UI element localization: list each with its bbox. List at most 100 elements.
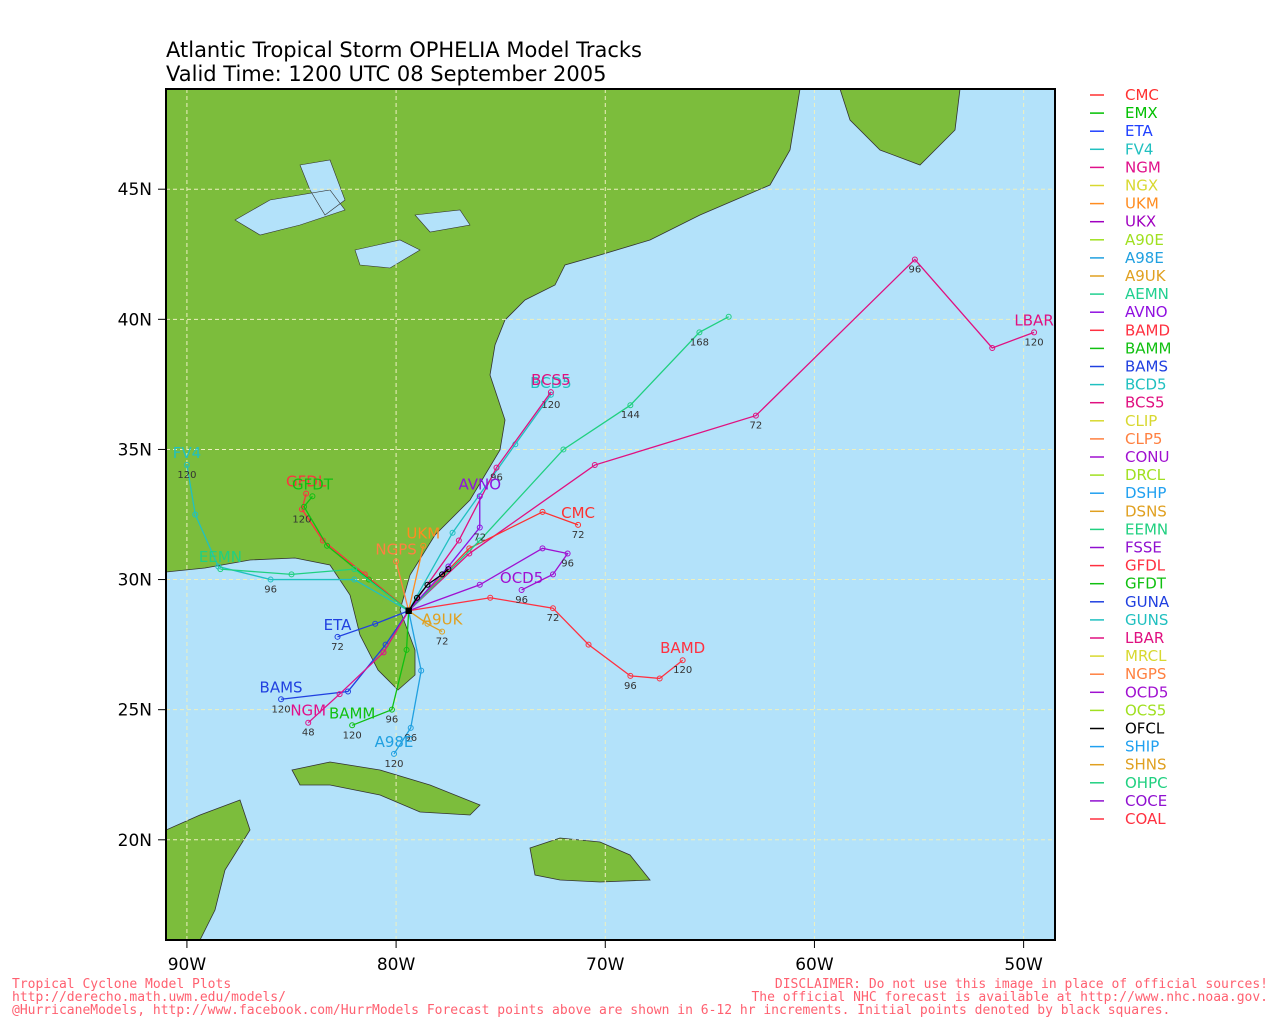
track [408, 547, 569, 612]
track [408, 316, 729, 612]
track-point [388, 706, 395, 713]
track [408, 597, 684, 680]
track-point [493, 464, 500, 471]
track-point [549, 605, 556, 612]
y-tick-label: 40N [118, 310, 152, 330]
legend-label: EEMN [1125, 520, 1168, 538]
legend-label: LBAR [1125, 629, 1164, 647]
track-point [301, 503, 308, 510]
legend-label: GUNS [1125, 611, 1168, 629]
hour-label: 48 [302, 728, 315, 739]
footer-right: DISCLAIMER: Do not use this image in pla… [775, 977, 1268, 992]
frame [165, 88, 1056, 941]
track-label: NGM [290, 702, 326, 720]
hour-label: 72 [436, 637, 449, 648]
legend-label: FSSE [1125, 539, 1162, 557]
y-tick-label: 35N [118, 440, 152, 460]
track [408, 511, 579, 612]
hour-label: 72 [750, 421, 763, 432]
track-point [267, 576, 274, 583]
track-label: BAMM [329, 704, 375, 722]
track-label: GFDL [286, 473, 327, 491]
track-point [391, 750, 398, 757]
track-label: AVNO [458, 475, 501, 493]
footer-left: http://derecho.math.uwm.edu/models/ [12, 990, 286, 1005]
hour-label: 72 [547, 613, 560, 624]
legend-label: OFCL [1125, 720, 1165, 738]
track-point [627, 402, 634, 409]
track-point [217, 566, 224, 573]
track-point [560, 446, 567, 453]
track-point [476, 493, 483, 500]
legend-label: CLP5 [1125, 430, 1162, 448]
track-point [344, 688, 351, 695]
legend-label: BCS5 [1125, 394, 1165, 412]
hour-label: 120 [1025, 337, 1044, 348]
track-point [591, 462, 598, 469]
legend-label: BAMM [1125, 339, 1171, 357]
track-label: GFDT [292, 475, 334, 493]
track-point [549, 571, 556, 578]
track-point [403, 646, 410, 653]
y-tick-label: 45N [118, 180, 152, 200]
hour-label: 120 [272, 704, 291, 715]
hour-label: 96 [404, 733, 417, 744]
track-point [476, 537, 483, 544]
track-point [183, 462, 190, 469]
overlay: 72 96 120 LBAR 72 96 120 BAMD 72 CMC 120 BCD5 96 BCS5… [166, 89, 1055, 940]
track-label: BCD5 [530, 374, 572, 392]
track-label: UKM [406, 525, 440, 543]
track-point [696, 329, 703, 336]
legend-label: OCS5 [1125, 701, 1166, 719]
x-tick-label: 80W [377, 955, 416, 975]
track-label: BAMD [660, 639, 705, 657]
track-point [424, 620, 431, 627]
track-point [439, 628, 446, 635]
y-tick-label: 20N [118, 831, 152, 851]
track-point [288, 571, 295, 578]
footer-left: Tropical Cyclone Model Plots [12, 977, 231, 992]
legend-label: AEMN [1125, 285, 1169, 303]
hour-label: 144 [621, 410, 640, 421]
track-point [564, 550, 571, 557]
legend-label: OHPC [1125, 774, 1168, 792]
track-point [1031, 329, 1038, 336]
track-label: EEMN [199, 548, 242, 566]
track-label: BAMS [260, 678, 303, 696]
legend-label: CONU [1125, 448, 1169, 466]
track [307, 610, 410, 724]
legend-label: SHNS [1125, 756, 1167, 774]
track-point [487, 594, 494, 601]
initial-point [405, 607, 412, 614]
legend-label: UKM [1125, 195, 1159, 213]
track-point [679, 657, 686, 664]
track-point [349, 722, 356, 729]
track-point [380, 649, 387, 656]
track-point [324, 542, 331, 549]
footer-right: The official NHC forecast is available a… [751, 990, 1268, 1005]
track [395, 561, 410, 611]
x-tick-label: 70W [586, 955, 625, 975]
track-point [420, 542, 427, 549]
legend-label: COAL [1125, 810, 1166, 828]
track [186, 464, 409, 612]
hour-label: 168 [690, 337, 709, 348]
legend-label: NGM [1125, 158, 1161, 176]
track-point [455, 537, 462, 544]
track-label: OCD5 [500, 569, 543, 587]
track-point [305, 719, 312, 726]
track-point [351, 576, 358, 583]
track-point [393, 558, 400, 565]
track-point [445, 566, 452, 573]
legend-label: BAMS [1125, 358, 1168, 376]
track-label: LBAR [1014, 311, 1053, 329]
track-point [752, 412, 759, 419]
track-point [539, 545, 546, 552]
hour-label: 72 [331, 642, 344, 653]
legend-label: NGX [1125, 177, 1158, 195]
legend-label: CMC [1125, 86, 1159, 104]
track-point [476, 524, 483, 531]
legend-label: EMX [1125, 104, 1158, 122]
track [393, 610, 422, 755]
hour-label: 96 [386, 715, 399, 726]
